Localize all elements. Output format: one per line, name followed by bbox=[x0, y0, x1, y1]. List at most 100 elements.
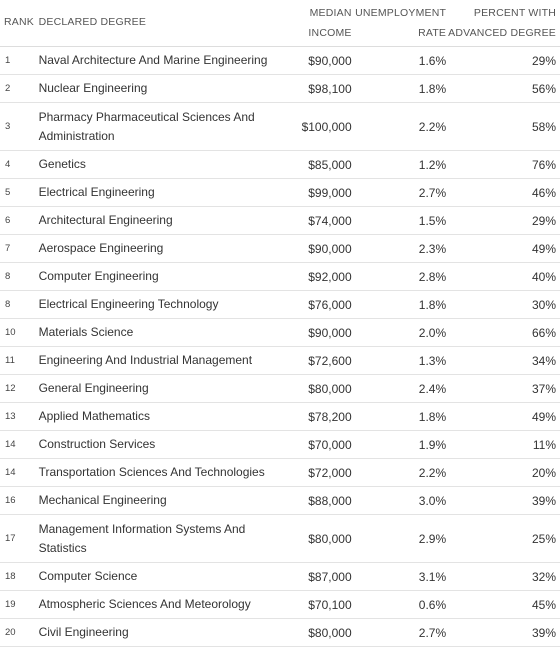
advanced-degree-cell: 30% bbox=[531, 297, 556, 312]
unemployment-rate-cell: 1.9% bbox=[418, 437, 447, 452]
table-row: 2 Nuclear Engineering $98,100 1.8% 56% bbox=[0, 75, 560, 103]
degree-cell: Atmospheric Sciences And Meteorology bbox=[38, 597, 251, 611]
degree-cell: Management Information Systems And Stati… bbox=[38, 521, 246, 555]
rank-header: RANK bbox=[4, 16, 34, 28]
unemployment-header: UNEMPLOYMENT RATE bbox=[352, 0, 447, 47]
advanced-degree-cell: 40% bbox=[531, 269, 556, 284]
degree-ranking-table: RANK DECLARED DEGREE MEDIAN INCOME UNEMPL… bbox=[0, 0, 560, 647]
rank-cell: 10 bbox=[5, 327, 16, 338]
table-row: 20 Civil Engineering $80,000 2.7% 39% bbox=[0, 619, 560, 647]
advanced-degree-header-line2: ADVANCED DEGREE bbox=[448, 27, 556, 39]
median-income-cell: $88,000 bbox=[308, 493, 352, 508]
unemployment-rate-cell: 2.9% bbox=[418, 531, 447, 546]
rank-cell: 17 bbox=[5, 533, 16, 544]
degree-cell: Architectural Engineering bbox=[38, 213, 173, 227]
rank-cell: 1 bbox=[5, 55, 11, 66]
rank-cell: 4 bbox=[5, 159, 11, 170]
unemployment-header-line1: UNEMPLOYMENT bbox=[355, 7, 447, 19]
advanced-degree-cell: 49% bbox=[531, 241, 556, 256]
degree-cell: Construction Services bbox=[38, 437, 156, 451]
degree-header: DECLARED DEGREE bbox=[38, 16, 147, 28]
median-income-cell: $87,000 bbox=[308, 569, 352, 584]
table-row: 10 Materials Science $90,000 2.0% 66% bbox=[0, 319, 560, 347]
degree-cell: Computer Science bbox=[38, 569, 138, 583]
unemployment-rate-cell: 3.0% bbox=[418, 493, 447, 508]
advanced-degree-cell: 49% bbox=[531, 409, 556, 424]
table-row: 16 Mechanical Engineering $88,000 3.0% 39% bbox=[0, 487, 560, 515]
table-row: 12 General Engineering $80,000 2.4% 37% bbox=[0, 375, 560, 403]
advanced-degree-cell: 29% bbox=[531, 213, 556, 228]
median-income-cell: $85,000 bbox=[308, 157, 352, 172]
median-income-cell: $99,000 bbox=[308, 185, 352, 200]
advanced-degree-cell: 66% bbox=[531, 325, 556, 340]
advanced-degree-cell: 39% bbox=[531, 625, 556, 640]
unemployment-rate-cell: 2.8% bbox=[418, 269, 447, 284]
degree-cell: Transportation Sciences And Technologies bbox=[38, 465, 265, 479]
median-income-cell: $80,000 bbox=[308, 531, 352, 546]
rank-cell: 3 bbox=[5, 121, 11, 132]
rank-cell: 11 bbox=[5, 355, 15, 366]
table-row: 3 Pharmacy Pharmaceutical Sciences And Ad… bbox=[0, 103, 560, 151]
unemployment-rate-cell: 1.8% bbox=[418, 409, 447, 424]
advanced-degree-cell: 58% bbox=[531, 119, 556, 134]
advanced-degree-cell: 46% bbox=[531, 185, 556, 200]
advanced-degree-cell: 39% bbox=[531, 493, 556, 508]
degree-cell: Civil Engineering bbox=[38, 625, 129, 639]
unemployment-header-line2: RATE bbox=[418, 27, 447, 39]
degree-cell: Aerospace Engineering bbox=[38, 241, 164, 255]
median-income-cell: $70,000 bbox=[308, 437, 352, 452]
median-income-cell: $80,000 bbox=[308, 381, 352, 396]
median-income-cell: $90,000 bbox=[308, 53, 352, 68]
median-income-header-line1: MEDIAN bbox=[309, 7, 352, 19]
median-income-cell: $70,100 bbox=[308, 597, 352, 612]
unemployment-rate-cell: 2.7% bbox=[418, 185, 447, 200]
unemployment-rate-cell: 1.8% bbox=[418, 81, 447, 96]
median-income-cell: $80,000 bbox=[308, 625, 352, 640]
median-income-cell: $92,000 bbox=[308, 269, 352, 284]
unemployment-rate-cell: 1.5% bbox=[418, 213, 447, 228]
table-row: 4 Genetics $85,000 1.2% 76% bbox=[0, 151, 560, 179]
degree-cell: Applied Mathematics bbox=[38, 409, 150, 423]
median-income-cell: $100,000 bbox=[301, 119, 352, 134]
advanced-degree-header-line1: PERCENT WITH bbox=[473, 7, 556, 19]
unemployment-rate-cell: 1.6% bbox=[418, 53, 447, 68]
advanced-degree-cell: 20% bbox=[531, 465, 556, 480]
rank-cell: 2 bbox=[5, 83, 11, 94]
table-row: 18 Computer Science $87,000 3.1% 32% bbox=[0, 563, 560, 591]
rank-cell: 7 bbox=[5, 243, 11, 254]
advanced-degree-cell: 56% bbox=[531, 81, 556, 96]
advanced-degree-cell: 76% bbox=[531, 157, 556, 172]
unemployment-rate-cell: 1.8% bbox=[418, 297, 447, 312]
rank-cell: 6 bbox=[5, 215, 11, 226]
advanced-degree-cell: 29% bbox=[531, 53, 556, 68]
rank-cell: 14 bbox=[5, 439, 16, 450]
table-row: 8 Electrical Engineering Technology $76,00… bbox=[0, 291, 560, 319]
table-row: 7 Aerospace Engineering $90,000 2.3% 49% bbox=[0, 235, 560, 263]
degree-cell: Genetics bbox=[38, 157, 86, 171]
advanced-degree-cell: 25% bbox=[531, 531, 556, 546]
median-income-header: MEDIAN INCOME bbox=[291, 0, 352, 47]
unemployment-rate-cell: 2.0% bbox=[418, 325, 447, 340]
rank-cell: 14 bbox=[5, 467, 16, 478]
advanced-degree-cell: 32% bbox=[531, 569, 556, 584]
rank-cell: 5 bbox=[5, 187, 11, 198]
median-income-cell: $90,000 bbox=[308, 325, 352, 340]
rank-cell: 18 bbox=[5, 571, 16, 582]
advanced-degree-cell: 34% bbox=[531, 353, 556, 368]
table-row: 19 Atmospheric Sciences And Meteorology $7… bbox=[0, 591, 560, 619]
median-income-header-line2: INCOME bbox=[308, 27, 352, 39]
advanced-degree-header: PERCENT WITH ADVANCED DEGREE bbox=[446, 0, 560, 47]
rank-cell: 12 bbox=[5, 383, 16, 394]
median-income-cell: $78,200 bbox=[308, 409, 352, 424]
table-row: 5 Electrical Engineering $99,000 2.7% 46% bbox=[0, 179, 560, 207]
degree-cell: Naval Architecture And Marine Engineerin… bbox=[38, 53, 268, 67]
unemployment-rate-cell: 0.6% bbox=[418, 597, 447, 612]
median-income-cell: $72,000 bbox=[308, 465, 352, 480]
table-row: 8 Computer Engineering $92,000 2.8% 40% bbox=[0, 263, 560, 291]
unemployment-rate-cell: 2.4% bbox=[418, 381, 447, 396]
advanced-degree-cell: 37% bbox=[531, 381, 556, 396]
degree-cell: Electrical Engineering bbox=[38, 185, 155, 199]
rank-cell: 8 bbox=[5, 299, 11, 310]
unemployment-rate-cell: 1.3% bbox=[418, 353, 447, 368]
unemployment-rate-cell: 2.2% bbox=[418, 119, 447, 134]
